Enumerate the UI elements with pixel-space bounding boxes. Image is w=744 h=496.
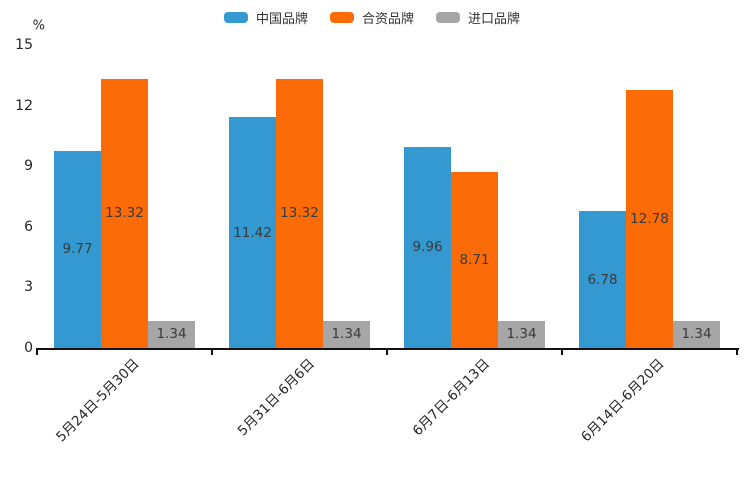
x-category-label: 6月7日-6月13日 bbox=[409, 355, 493, 440]
bar-joint-venture-brands-group3 bbox=[626, 89, 673, 348]
legend-swatch-import-brands bbox=[436, 12, 460, 23]
bar-joint-venture-brands-group1 bbox=[276, 78, 323, 348]
bar-value-label: 9.77 bbox=[62, 241, 93, 258]
bar-import-brands-group0 bbox=[148, 320, 195, 348]
y-tick-label: 9 bbox=[24, 158, 33, 175]
x-category-label: 5月24日-5月30日 bbox=[53, 355, 143, 446]
bar-value-label: 1.34 bbox=[681, 326, 712, 343]
bar-value-label: 8.71 bbox=[459, 252, 490, 269]
bar-value-label: 11.42 bbox=[233, 224, 272, 241]
legend-item-china-brands[interactable]: 中国品牌 bbox=[223, 8, 308, 27]
bar-value-label: 1.34 bbox=[156, 326, 187, 343]
x-axis-tick bbox=[211, 350, 213, 355]
bar-value-label: 12.78 bbox=[630, 210, 669, 227]
x-category-label: 5月31日-6月6日 bbox=[234, 355, 318, 440]
bar-china-brands-group3 bbox=[579, 211, 626, 348]
y-tick-label: 15 bbox=[15, 37, 33, 53]
y-tick-label: 0 bbox=[24, 340, 33, 356]
x-axis-line bbox=[36, 348, 739, 350]
y-tick-label: 12 bbox=[15, 97, 33, 114]
x-axis-tick bbox=[386, 350, 388, 355]
y-axis-unit-label: % bbox=[32, 18, 45, 34]
legend-swatch-joint-venture-brands bbox=[329, 12, 354, 23]
bar-value-label: 13.32 bbox=[105, 205, 144, 222]
legend-swatch-china-brands bbox=[223, 12, 248, 23]
x-axis-tick bbox=[36, 350, 38, 355]
y-tick-label: 3 bbox=[24, 279, 33, 296]
x-category-label: 6月14日-6月20日 bbox=[578, 355, 668, 446]
bar-value-label: 6.78 bbox=[587, 271, 618, 288]
bar-import-brands-group2 bbox=[498, 320, 545, 348]
y-tick-label: 6 bbox=[24, 218, 33, 235]
legend-label: 中国品牌 bbox=[255, 12, 308, 27]
bar-china-brands-group2 bbox=[404, 146, 451, 348]
bar-china-brands-group0 bbox=[54, 150, 101, 348]
x-axis-tick bbox=[736, 350, 738, 355]
bar-joint-venture-brands-group0 bbox=[101, 78, 148, 348]
bar-import-brands-group3 bbox=[673, 320, 720, 348]
legend-item-joint-venture-brands[interactable]: 合资品牌 bbox=[329, 8, 414, 27]
legend-label: 合资品牌 bbox=[361, 12, 414, 27]
bar-import-brands-group1 bbox=[323, 320, 370, 348]
bar-value-label: 1.34 bbox=[506, 326, 537, 343]
legend-item-import-brands[interactable]: 进口品牌 bbox=[436, 8, 520, 27]
legend-label: 进口品牌 bbox=[468, 12, 521, 27]
x-axis-tick bbox=[561, 350, 563, 355]
bar-china-brands-group1 bbox=[229, 117, 276, 348]
bar-value-label: 1.34 bbox=[331, 326, 362, 343]
bar-value-label: 9.96 bbox=[412, 239, 443, 256]
bar-value-label: 13.32 bbox=[280, 205, 319, 222]
chart-legend: 中国品牌 合资品牌 进口品牌 bbox=[0, 8, 744, 27]
bar-joint-venture-brands-group2 bbox=[451, 172, 498, 348]
